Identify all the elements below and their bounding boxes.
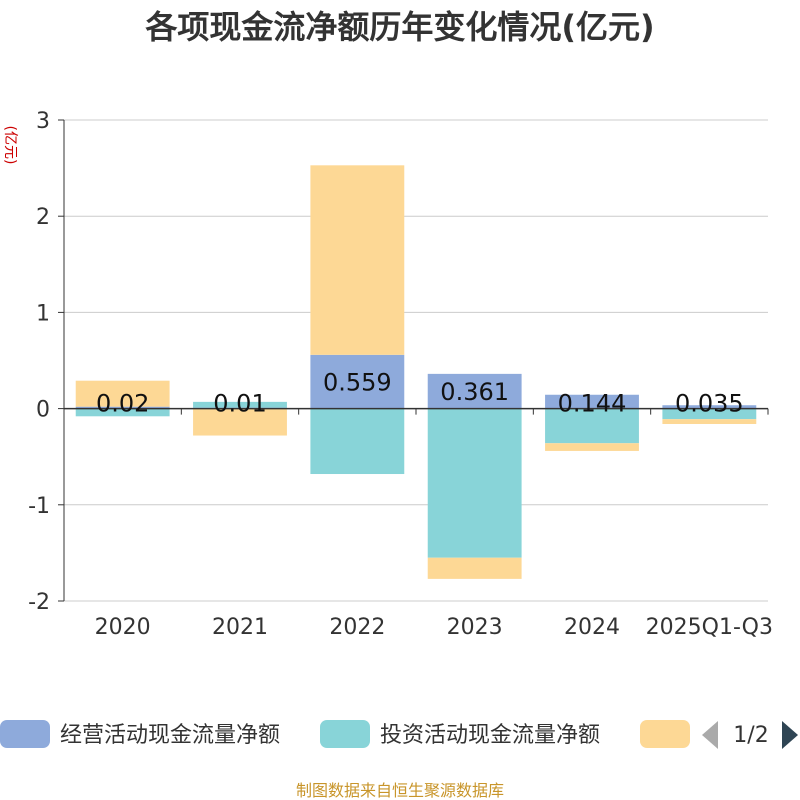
y-tick-label: 0 xyxy=(36,398,50,423)
x-tick-label: 2023 xyxy=(447,615,503,640)
y-tick-label: 1 xyxy=(36,301,50,326)
y-tick-label: 2 xyxy=(36,205,50,230)
bar-series3-2021 xyxy=(193,408,287,436)
bar-series2-2020 xyxy=(75,408,170,417)
bar-series2-2022 xyxy=(310,408,405,475)
chart-title: 各项现金流净额历年变化情况(亿元) xyxy=(145,8,654,46)
axes xyxy=(63,120,769,601)
bar-series2-2025Q1-Q3 xyxy=(662,408,757,420)
bar-series1-2024 xyxy=(545,394,639,409)
x-tick-label: 2022 xyxy=(329,615,385,640)
legend-next-page-icon[interactable] xyxy=(782,721,798,749)
bar-series3-2020 xyxy=(75,380,170,407)
bar-series2-2023 xyxy=(427,408,522,558)
grid-lines xyxy=(58,119,768,602)
y-tick-label: 3 xyxy=(36,109,50,134)
bar-series2-2024 xyxy=(545,408,639,444)
legend-swatch-3[interactable] xyxy=(640,720,690,748)
y-axis-unit: (亿元) xyxy=(2,126,18,165)
bar-series3-2023 xyxy=(427,557,522,579)
legend-label-2[interactable]: 投资活动现金流量净额 xyxy=(380,723,600,748)
data-label: 0.02 xyxy=(96,390,149,418)
data-label: 0.361 xyxy=(440,378,509,406)
legend-page-indicator: 1/2 xyxy=(733,723,768,748)
data-label: 0.01 xyxy=(213,390,266,418)
x-tick-label: 2025Q1-Q3 xyxy=(646,615,773,640)
y-tick-label: -2 xyxy=(28,590,50,615)
data-label: 0.144 xyxy=(558,390,627,418)
bar-series1-2023 xyxy=(427,373,522,409)
legend: 经营活动现金流量净额 投资活动现金流量净额 1/2 xyxy=(0,720,798,749)
x-tick-label: 2021 xyxy=(212,615,268,640)
data-labels: 0.02 0.01 0.559 0.361 0.144 0.035 xyxy=(96,369,744,418)
bar-series1-2025Q1-Q3 xyxy=(662,405,757,409)
bar-series2-2021 xyxy=(193,401,287,408)
bar-series3-2022 xyxy=(310,165,405,355)
legend-swatch-1[interactable] xyxy=(0,720,50,748)
bars xyxy=(75,165,757,579)
legend-label-1[interactable]: 经营活动现金流量净额 xyxy=(60,723,280,748)
bar-series3-2025Q1-Q3 xyxy=(662,419,757,424)
bar-series1-2022 xyxy=(310,354,405,409)
data-label: 0.559 xyxy=(323,369,392,397)
tick-labels: 3 2 1 0 -1 -2 2020 2021 2022 2023 2024 2025Q1-Q3 xyxy=(28,109,773,640)
bar-series1-2020 xyxy=(75,406,170,409)
source-note: 制图数据来自恒生聚源数据库 xyxy=(296,781,504,800)
x-tick-label: 2020 xyxy=(95,615,151,640)
legend-swatch-2[interactable] xyxy=(320,720,370,748)
data-label: 0.035 xyxy=(675,390,744,418)
bar-series3-2024 xyxy=(545,443,639,451)
x-tick-label: 2024 xyxy=(564,615,620,640)
y-tick-label: -1 xyxy=(28,494,50,519)
legend-prev-page-icon[interactable] xyxy=(702,721,718,749)
